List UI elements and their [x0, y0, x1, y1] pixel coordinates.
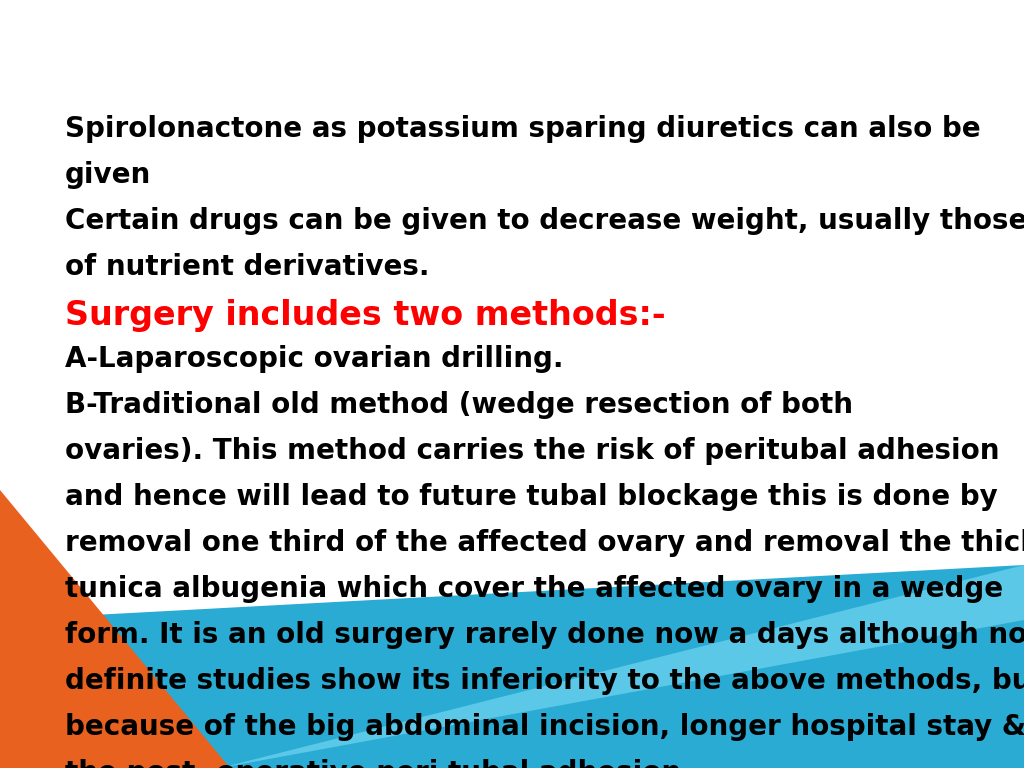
- Text: Surgery includes two methods:-: Surgery includes two methods:-: [65, 299, 666, 332]
- Text: ovaries). This method carries the risk of peritubal adhesion: ovaries). This method carries the risk o…: [65, 437, 999, 465]
- Text: Spirolonactone as potassium sparing diuretics can also be: Spirolonactone as potassium sparing diur…: [65, 115, 981, 143]
- Text: B-Traditional old method (wedge resection of both: B-Traditional old method (wedge resectio…: [65, 391, 853, 419]
- Text: A-Laparoscopic ovarian drilling.: A-Laparoscopic ovarian drilling.: [65, 345, 563, 373]
- Polygon shape: [0, 565, 1024, 768]
- Text: given: given: [65, 161, 152, 189]
- Text: the post- operative peri tubal adhesion.: the post- operative peri tubal adhesion.: [65, 759, 692, 768]
- Text: Certain drugs can be given to decrease weight, usually those: Certain drugs can be given to decrease w…: [65, 207, 1024, 235]
- Polygon shape: [220, 565, 1024, 768]
- Text: removal one third of the affected ovary and removal the thick: removal one third of the affected ovary …: [65, 529, 1024, 557]
- Text: tunica albugenia which cover the affected ovary in a wedge: tunica albugenia which cover the affecte…: [65, 575, 1004, 603]
- Text: of nutrient derivatives.: of nutrient derivatives.: [65, 253, 429, 281]
- Polygon shape: [0, 490, 230, 768]
- Text: because of the big abdominal incision, longer hospital stay &: because of the big abdominal incision, l…: [65, 713, 1024, 741]
- Text: form. It is an old surgery rarely done now a days although no: form. It is an old surgery rarely done n…: [65, 621, 1024, 649]
- Text: definite studies show its inferiority to the above methods, but: definite studies show its inferiority to…: [65, 667, 1024, 695]
- Text: and hence will lead to future tubal blockage this is done by: and hence will lead to future tubal bloc…: [65, 483, 997, 511]
